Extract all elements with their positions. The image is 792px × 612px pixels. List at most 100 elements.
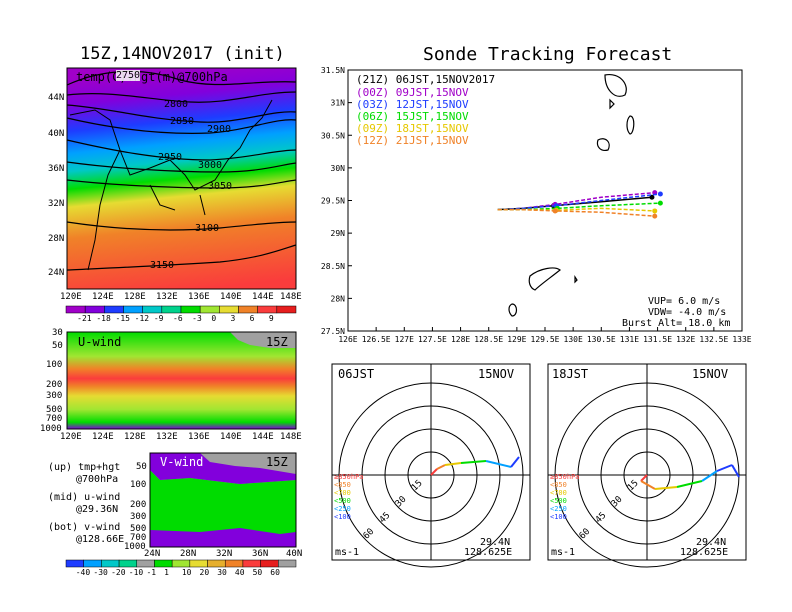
hodo2-time: 18JST	[552, 367, 589, 381]
colorbar-label: 1	[164, 568, 169, 577]
p-tick: 30	[52, 328, 63, 338]
hodo-level-label: <700	[334, 489, 351, 497]
hodo-level-label: <500	[550, 497, 567, 505]
left-title: 15Z,14NOV2017 (init)	[80, 44, 285, 64]
colorbar-swatch	[161, 305, 182, 314]
lat-tick: 24N	[144, 549, 161, 559]
note-line: @29.36N	[76, 504, 119, 515]
contour-label: 2900	[207, 124, 232, 135]
colorbar-label: 40	[234, 568, 245, 577]
track-y-ticks: 27.5N 28N 28.5N 29N 29.5N 30N 30.5N 31N 31.5N	[321, 66, 352, 336]
hodo-level-label: ≥850hPa	[550, 473, 580, 481]
x-tick-label: 133E	[732, 335, 751, 344]
track-legend-item: (21Z) 06JST,15NOV2017	[356, 73, 496, 86]
p-tick: 100	[130, 480, 147, 490]
colorbar-label: -9	[153, 314, 164, 323]
y-tick-label: 28.5N	[321, 262, 345, 271]
vwind-frame	[149, 452, 297, 548]
uwind-time: 15Z	[266, 335, 288, 349]
lon-tick: 148E	[280, 292, 302, 302]
colorbar-swatch	[118, 559, 138, 568]
colorbar-label: -6	[173, 314, 183, 323]
colorbar-swatch	[260, 559, 279, 568]
height-contours	[66, 70, 297, 271]
colorbar-label: 3	[230, 314, 236, 323]
x-tick-label: 131.5E	[643, 335, 672, 344]
colorbar-label: 0	[211, 314, 217, 323]
track-line	[497, 202, 661, 211]
colorbar-swatch	[207, 559, 226, 568]
lon-tick: 120E	[60, 292, 82, 302]
hodo-level-label: <850	[550, 481, 567, 489]
colorbar-swatch	[257, 305, 278, 314]
contour-label: 2850	[170, 116, 195, 127]
x-tick-label: 128E	[451, 335, 470, 344]
uwind-title: U-wind	[78, 335, 122, 349]
lon-tick: 148E	[280, 432, 302, 442]
y-tick-label: 29.5N	[321, 197, 345, 206]
hodo-trace	[640, 480, 656, 490]
vwind-bottom-band	[150, 528, 296, 547]
colorbar-swatch	[224, 559, 244, 568]
p-tick: 1000	[124, 542, 146, 552]
contour-label: 3150	[150, 260, 175, 271]
lat-tick: 28N	[180, 549, 197, 559]
colorbar-swatch	[180, 305, 201, 314]
lon-tick: 128E	[124, 292, 146, 302]
x-tick-label: 127.5E	[418, 335, 447, 344]
colorbar-swatch	[123, 305, 143, 314]
hodo-trace	[676, 480, 703, 488]
lat-tick: 44N	[48, 93, 65, 103]
track-vup: VUP= 6.0 m/s	[648, 296, 721, 307]
y-tick-label: 31N	[331, 99, 346, 108]
colorbar-label: -10	[128, 568, 144, 577]
colorbar-swatch	[136, 559, 155, 568]
lon-tick: 120E	[60, 432, 82, 442]
lat-tick: 36N	[48, 164, 65, 174]
hodo2-unit: ms-1	[551, 547, 576, 558]
hodo2-lat: 29.4N	[696, 537, 727, 548]
track-islands	[508, 73, 635, 317]
track-frame	[347, 69, 743, 332]
uwind-field	[67, 332, 296, 429]
lon-tick: 140E	[220, 432, 242, 442]
track-point	[552, 208, 558, 214]
hodo1-unit: ms-1	[335, 547, 360, 558]
vwind-time: 15Z	[266, 455, 288, 469]
p-tick: 700	[130, 533, 147, 543]
colorbar-label: -30	[93, 568, 108, 577]
colorbar-swatch	[199, 305, 220, 314]
note-line: @128.66E	[76, 534, 125, 545]
hodo-trace	[640, 474, 648, 482]
lon-tick: 124E	[92, 292, 114, 302]
colorbar-swatch	[84, 305, 105, 314]
track-legend-item: (12Z) 21JST,15NOV	[356, 134, 469, 147]
map-field	[67, 68, 296, 289]
colorbar-label: 9	[268, 314, 274, 323]
track-x-ticks: 126E 126.5E 127E 127.5E 128E 128.5E 129E 129.5E…	[338, 327, 752, 344]
uwind-frame	[66, 331, 297, 430]
y-tick-label: 27.5N	[321, 327, 345, 336]
contour-label: 3050	[208, 181, 233, 192]
y-tick-label: 29N	[331, 229, 346, 238]
track-legend-item: (09Z) 18JST,15NOV	[356, 122, 469, 135]
hodo-level-label: <500	[334, 497, 351, 505]
colorbar-swatch	[65, 559, 84, 568]
p-tick: 100	[46, 360, 63, 370]
hodo-trace	[510, 456, 520, 468]
p-tick: 300	[46, 391, 63, 401]
colorbar-swatch	[101, 559, 120, 568]
p-tick: 200	[130, 500, 147, 510]
colorbar-swatch	[154, 559, 173, 568]
colorbar-label: -3	[192, 314, 202, 323]
track-legend-item: (00Z) 09JST,15NOV	[356, 86, 469, 99]
map-frame	[66, 67, 297, 290]
map-colorbar	[65, 305, 297, 314]
lon-tick: 132E	[156, 432, 178, 442]
x-tick-label: 127E	[395, 335, 414, 344]
contour-label: 2750	[116, 70, 141, 81]
lat-tick: 36N	[252, 549, 269, 559]
x-tick-label: 132E	[676, 335, 695, 344]
hodo-trace	[716, 464, 733, 472]
